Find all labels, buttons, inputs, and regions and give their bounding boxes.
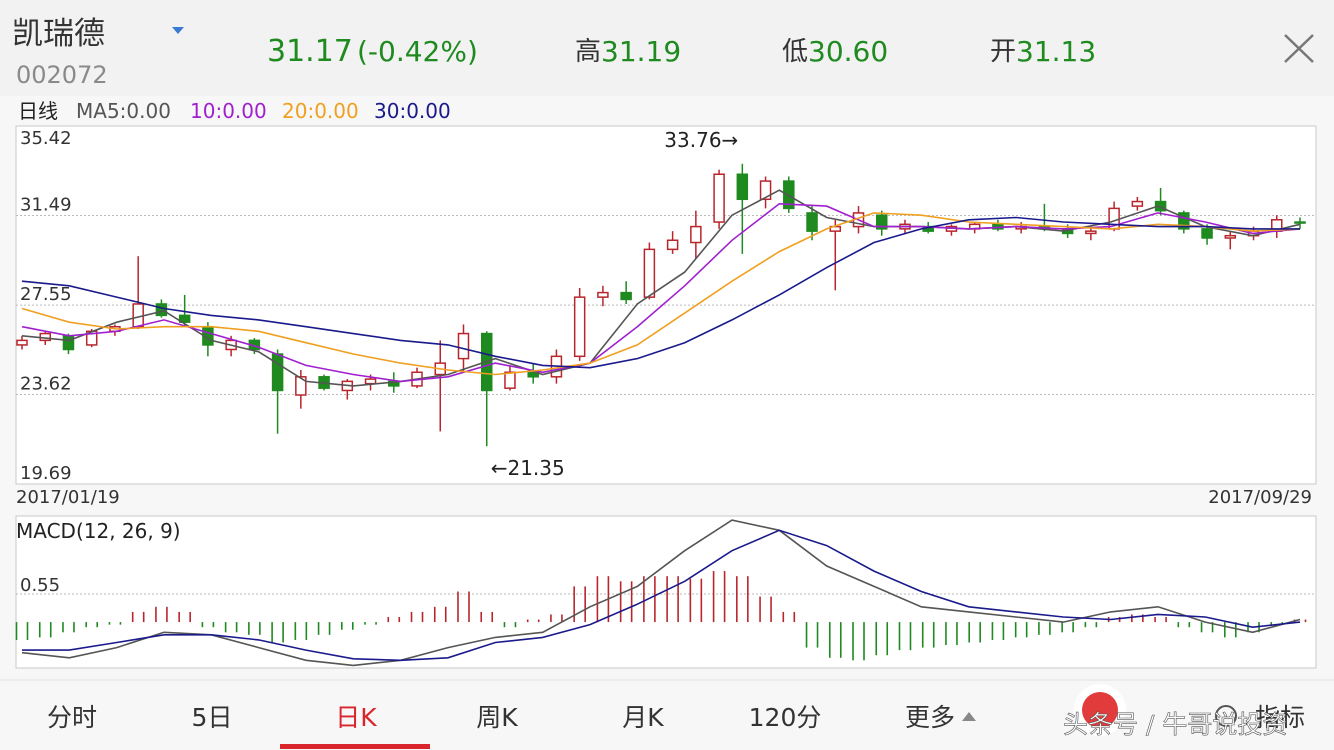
candle-body (875, 214, 888, 230)
candle-body (643, 248, 656, 298)
candle-body (16, 339, 28, 346)
ma-line (22, 529, 1301, 662)
ma-line (21, 212, 1301, 376)
candle-body (1224, 234, 1237, 239)
y-tick-label: 19.69 (20, 463, 72, 484)
ma-legend: 20:0.00 (282, 99, 359, 123)
price: 31.17 (267, 34, 353, 69)
x-label: 2017/01/19 (16, 487, 120, 508)
y-tick-label: 35.42 (20, 128, 72, 149)
candle-body (1178, 212, 1190, 230)
tab[interactable]: 120分 (749, 703, 822, 732)
tab[interactable]: 指标 (1255, 703, 1305, 732)
y-tick-label: 27.55 (20, 284, 72, 305)
ma-legend: 30:0.00 (374, 99, 451, 123)
quote-label: 高 (575, 37, 601, 67)
candle-body (504, 371, 516, 389)
ma-line (21, 189, 1301, 387)
tab-active[interactable]: 日K (335, 703, 377, 732)
quote-value: 30.60 (808, 35, 888, 68)
macd-plot (15, 515, 1317, 669)
watermark: 头条号 / 牛哥说投资 (1063, 710, 1287, 739)
candle-body (1201, 228, 1213, 239)
stock-code: 002072 (16, 61, 108, 89)
candle-body (1085, 230, 1097, 235)
tab[interactable]: 5日 (192, 703, 233, 732)
candle-body (573, 296, 586, 358)
candle-body (759, 180, 772, 201)
tab-underline (280, 744, 430, 749)
candle-body (1294, 221, 1306, 224)
candle-body (783, 180, 795, 210)
annotation: 33.76→ (664, 128, 738, 152)
candle-body (597, 291, 609, 298)
candle-body (132, 303, 144, 328)
y-tick-label: 23.62 (20, 374, 72, 395)
close-button[interactable] (1284, 34, 1314, 63)
candle-body (364, 378, 377, 385)
candle-body (1131, 200, 1144, 207)
candle-body (806, 212, 818, 232)
y-tick-label: 0.55 (20, 575, 60, 596)
quote-label: 开 (990, 37, 1016, 67)
x-label: 2017/09/29 (1208, 487, 1312, 508)
candle-body (713, 173, 725, 223)
tab[interactable]: 周K (476, 703, 518, 732)
ma-line (21, 216, 1300, 369)
y-tick-label: 31.49 (20, 194, 72, 215)
ma-legend: 10:0.00 (190, 99, 267, 123)
quote-value: 31.13 (1016, 35, 1096, 68)
candle-body (457, 332, 470, 360)
candle-body (690, 225, 702, 244)
candle-body (62, 335, 75, 351)
macd-chart: MACD(12, 26, 9) 0.55 (15, 519, 1316, 667)
tab[interactable]: 更多 (905, 703, 955, 732)
panel-title: MACD(12, 26, 9) (16, 519, 181, 543)
indicator-icon (1215, 705, 1237, 727)
main-chart: 19.69 23.62 27.55 31.49 35.42 2017/01/19 2017/… (16, 128, 1316, 508)
stock-name[interactable]: 凯瑞德 (12, 16, 105, 52)
change: (-0.42%) (357, 35, 478, 68)
candle-body (527, 371, 539, 378)
quote-label: 低 (782, 37, 808, 67)
ma-legend: 日线 (18, 99, 58, 123)
candle-body (178, 314, 191, 323)
watermark-logo (1082, 692, 1118, 728)
ma-line (21, 519, 1301, 667)
candle-body (271, 353, 284, 392)
candle-body (155, 303, 168, 317)
tab[interactable]: 分时 (47, 703, 97, 732)
candle-body (620, 291, 632, 301)
annotation: ←21.35 (491, 456, 565, 480)
tab[interactable]: 月K (622, 703, 664, 732)
candle-body (295, 376, 307, 396)
dropdown-arrow[interactable] (172, 27, 184, 34)
header-bg (0, 0, 1334, 96)
quote-value: 31.19 (601, 35, 681, 68)
more-arrow (962, 712, 976, 721)
ma-legend: MA5:0.00 (76, 99, 171, 123)
candle-body (736, 173, 749, 201)
candle-body (666, 239, 679, 251)
